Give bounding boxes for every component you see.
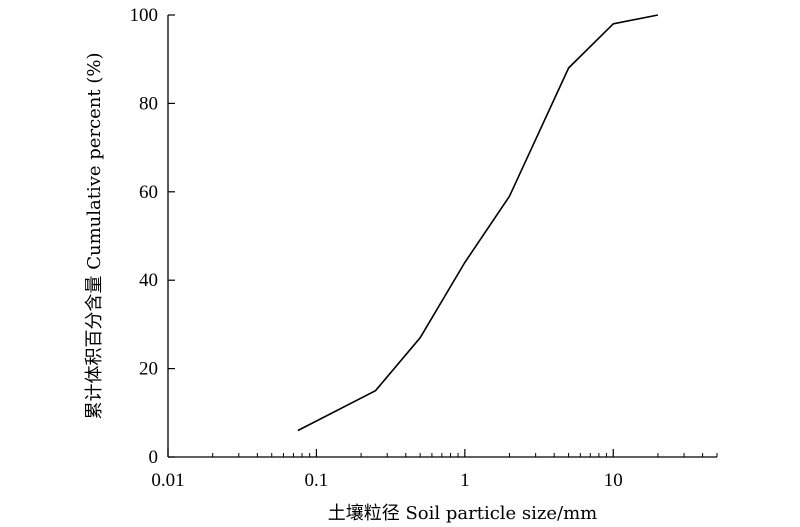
series-layer <box>297 14 659 432</box>
y-tick-label: 20 <box>139 359 158 380</box>
series-line <box>297 14 659 432</box>
y-tick-label: 40 <box>139 270 158 291</box>
y-axis-title: 累计体积百分含量 Cumulative percent (%) <box>84 53 105 420</box>
y-tick-label: 0 <box>149 447 159 468</box>
y-tick-label: 80 <box>139 93 158 114</box>
x-axis-title: 土壤粒径 Soil particle size/mm <box>328 503 598 524</box>
x-axis-minor-ticks <box>212 453 718 457</box>
x-tick-label: 0.1 <box>305 470 329 491</box>
axes <box>167 15 717 458</box>
x-tick-label: 0.01 <box>151 470 184 491</box>
x-tick-label: 10 <box>604 470 623 491</box>
y-tick-label: 100 <box>130 5 159 26</box>
y-axis-ticks: 0 20 40 60 80 100 <box>130 5 175 468</box>
y-tick-label: 60 <box>139 182 158 203</box>
x-tick-label: 1 <box>460 470 470 491</box>
x-axis-ticks: 0.01 0.1 1 10 <box>151 449 623 491</box>
